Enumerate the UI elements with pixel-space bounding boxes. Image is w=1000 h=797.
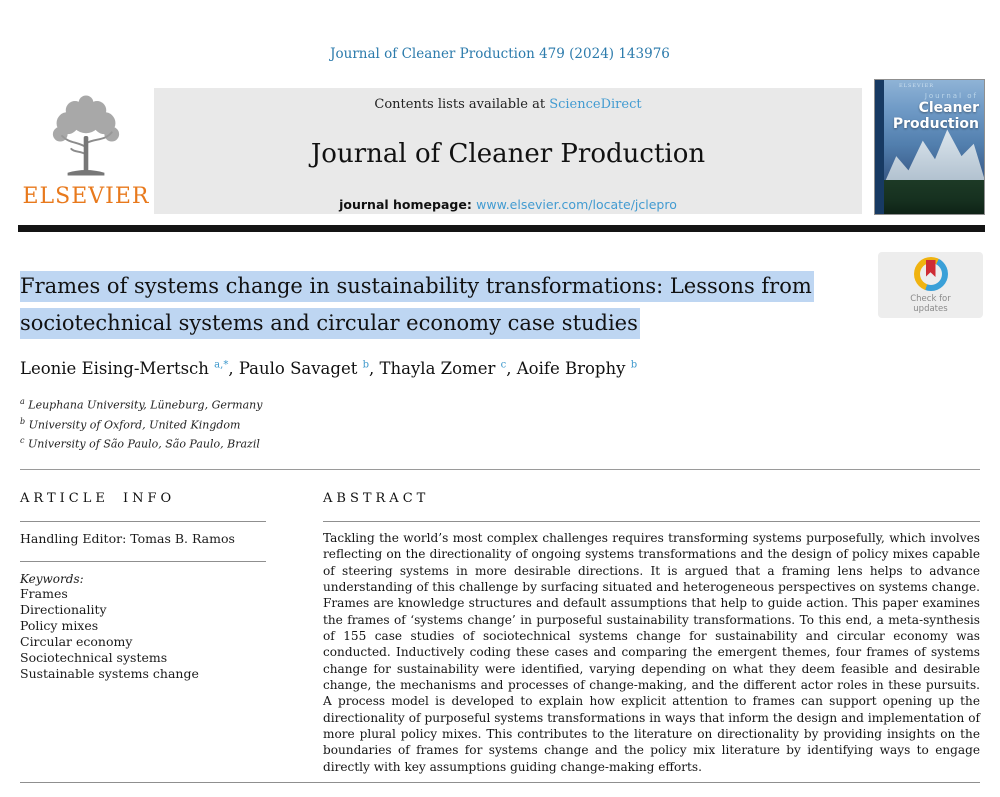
abstract-rule: [323, 520, 980, 522]
contents-line: Contents lists available at ScienceDirec…: [154, 97, 862, 112]
author-name: Aoife Brophy: [516, 359, 626, 378]
updates-label-line1: Check for: [910, 294, 951, 304]
author-separator: ,: [506, 359, 517, 378]
homepage-line: journal homepage: www.elsevier.com/locat…: [154, 197, 862, 212]
abstract-column: ABSTRACT Tackling the world’s most compl…: [323, 470, 980, 775]
author-name: Leonie Eising-Mertsch: [20, 359, 209, 378]
cover-title-line2: Production: [892, 116, 979, 132]
homepage-link[interactable]: www.elsevier.com/locate/jclepro: [476, 197, 677, 212]
article-title-line2: sociotechnical systems and circular econ…: [20, 308, 640, 339]
author: Aoife Brophy b: [517, 359, 637, 378]
author-affil-marker[interactable]: b: [630, 359, 638, 371]
homepage-label: journal homepage:: [339, 197, 477, 212]
journal-citation[interactable]: Journal of Cleaner Production 479 (2024)…: [330, 46, 670, 62]
article-info-heading: ARTICLE INFO: [20, 490, 176, 506]
keyword-item: Directionality: [20, 601, 107, 617]
article-info-rule-1: [20, 520, 266, 522]
section-divider-top: [20, 468, 980, 470]
crossmark-icon: [913, 257, 948, 291]
header-divider-bar: [18, 225, 985, 232]
keywords-label: Keywords:: [20, 571, 84, 586]
author-separator: ,: [369, 359, 380, 378]
article-title-line1: Frames of systems change in sustainabili…: [20, 271, 814, 302]
author-affil-marker[interactable]: a,*: [214, 359, 229, 371]
journal-masthead: Contents lists available at ScienceDirec…: [154, 88, 862, 214]
keyword-item: Policy mixes: [20, 617, 99, 633]
author-affil-marker[interactable]: b: [362, 359, 370, 371]
elsevier-wordmark: ELSEVIER: [22, 184, 150, 209]
author-list: Leonie Eising-Mertsch a,*, Paulo Savaget…: [20, 359, 980, 378]
article-title: Frames of systems change in sustainabili…: [20, 268, 980, 342]
affiliation-marker: b: [20, 416, 26, 426]
cover-title-line1: Cleaner: [918, 100, 979, 116]
sciencedirect-link[interactable]: ScienceDirect: [549, 97, 642, 112]
journal-title: Journal of Cleaner Production: [310, 139, 706, 169]
affiliation: c University of São Paulo, São Paulo, Br…: [20, 433, 980, 453]
author-affil-marker[interactable]: c: [500, 359, 507, 371]
affiliation-text: University of Oxford, United Kingdom: [28, 418, 241, 432]
author-name: Thayla Zomer: [379, 359, 496, 378]
crossmark-bookmark-icon: [925, 260, 936, 277]
abstract-body: Tackling the world’s most complex challe…: [323, 530, 980, 774]
affiliation-marker: a: [20, 397, 25, 406]
page-bottom-rule: [20, 782, 980, 784]
keyword-item: Sustainable systems change: [20, 665, 199, 681]
keyword-item: Sociotechnical systems: [20, 649, 168, 665]
cover-forest-art: [884, 180, 984, 214]
article-info-rule-2: [20, 560, 266, 562]
author: Thayla Zomer c,: [380, 359, 517, 378]
check-for-updates-label: Check for updates: [878, 294, 983, 314]
elsevier-logo: ELSEVIER: [18, 88, 154, 209]
abstract-heading: ABSTRACT: [323, 490, 430, 506]
cover-journal-of-text: Journal of: [924, 92, 978, 100]
check-for-updates-button[interactable]: Check for updates: [878, 252, 983, 318]
cover-spine-stripe: [875, 80, 884, 214]
keyword-item: Circular economy: [20, 633, 133, 649]
cover-top-mark: ELSEVIER: [899, 83, 935, 89]
author: Paulo Savaget b,: [239, 359, 380, 378]
affiliation-text: Leuphana University, Lüneburg, Germany: [28, 398, 263, 412]
journal-cover-thumbnail: ELSEVIER Journal of Cleaner Production: [874, 79, 985, 215]
contents-prefix: Contents lists available at: [374, 97, 550, 112]
handling-editor: Handling Editor: Tomas B. Ramos: [20, 530, 235, 546]
elsevier-tree-icon: [52, 95, 120, 176]
affiliation-marker: c: [20, 436, 25, 446]
author-name: Paulo Savaget: [238, 359, 358, 378]
cover-title-text: Cleaner Production: [893, 100, 979, 132]
journal-header-band: ELSEVIER Contents lists available at Sci…: [18, 79, 985, 215]
author-separator: ,: [228, 359, 239, 378]
updates-label-line2: updates: [913, 304, 948, 314]
affiliation-list: a Leuphana University, Lüneburg, Germany…: [20, 394, 980, 453]
info-abstract-columns: ARTICLE INFO Handling Editor: Tomas B. R…: [20, 470, 980, 775]
affiliation: a Leuphana University, Lüneburg, Germany: [20, 394, 980, 414]
article-info-column: ARTICLE INFO Handling Editor: Tomas B. R…: [20, 470, 266, 775]
keyword-item: Frames: [20, 585, 68, 601]
affiliation: b University of Oxford, United Kingdom: [20, 414, 980, 434]
author: Leonie Eising-Mertsch a,*,: [20, 359, 239, 378]
affiliation-text: University of São Paulo, São Paulo, Braz…: [27, 437, 260, 451]
